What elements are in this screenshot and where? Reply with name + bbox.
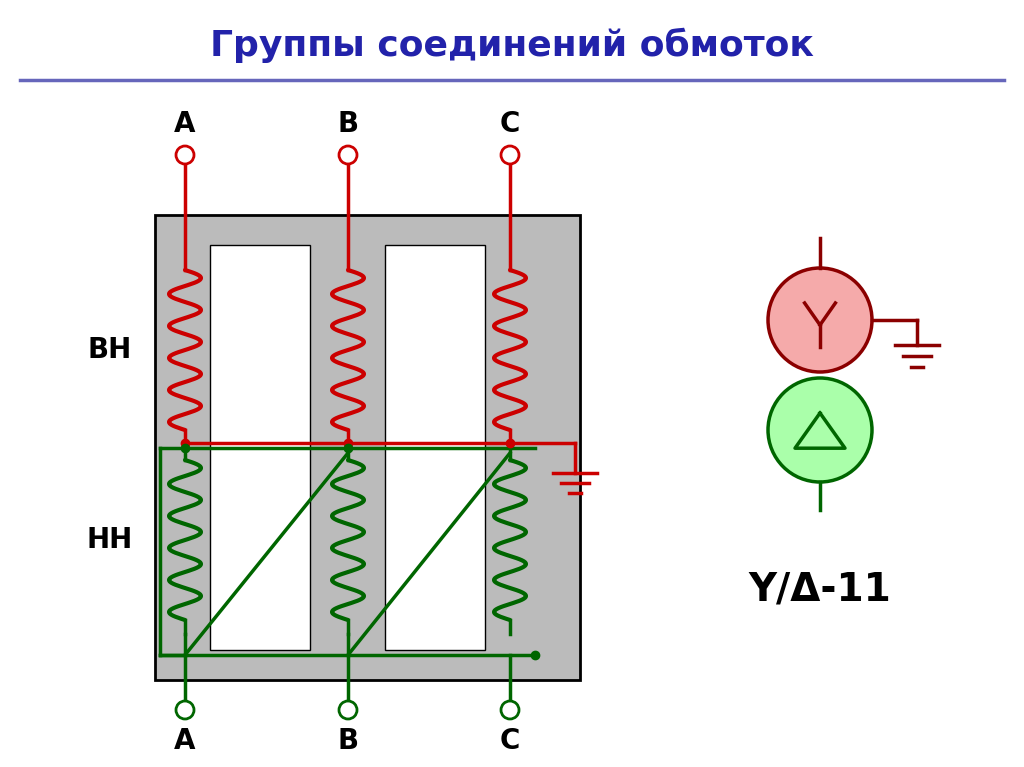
Bar [155,215,580,680]
Text: B: B [338,727,358,755]
Text: A: A [174,727,196,755]
Text: B: B [338,110,358,138]
Text: A: A [174,110,196,138]
Circle shape [339,701,357,719]
Circle shape [176,701,194,719]
Text: C: C [500,110,520,138]
Text: НН: НН [87,526,133,554]
Bar [385,245,485,650]
Circle shape [501,146,519,164]
Bar [210,245,310,650]
Text: Группы соединений обмоток: Группы соединений обмоток [210,28,814,63]
Circle shape [768,378,872,482]
Circle shape [176,146,194,164]
Text: Y/Δ-11: Y/Δ-11 [749,571,891,609]
Text: C: C [500,727,520,755]
Circle shape [501,701,519,719]
Text: ВН: ВН [88,336,132,364]
Circle shape [768,268,872,372]
Circle shape [339,146,357,164]
